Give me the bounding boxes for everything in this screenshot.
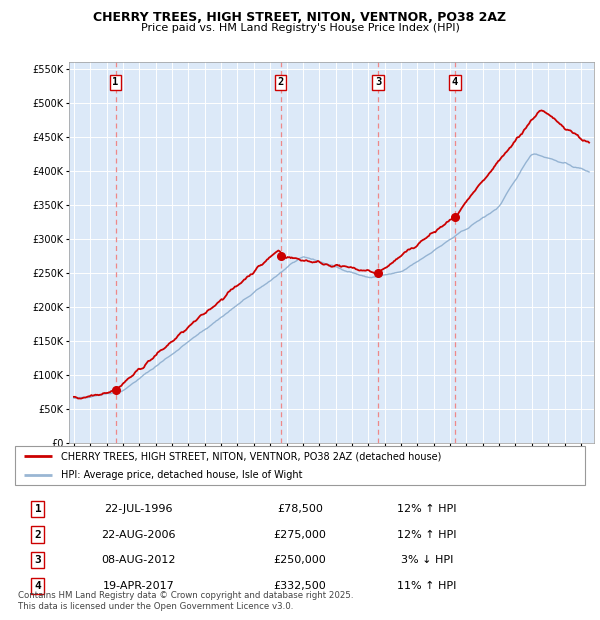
Text: Price paid vs. HM Land Registry's House Price Index (HPI): Price paid vs. HM Land Registry's House …: [140, 23, 460, 33]
Text: 08-AUG-2012: 08-AUG-2012: [101, 555, 176, 565]
Text: £250,000: £250,000: [274, 555, 326, 565]
Text: CHERRY TREES, HIGH STREET, NITON, VENTNOR, PO38 2AZ: CHERRY TREES, HIGH STREET, NITON, VENTNO…: [94, 11, 506, 24]
Text: HPI: Average price, detached house, Isle of Wight: HPI: Average price, detached house, Isle…: [61, 470, 302, 480]
Text: 1: 1: [112, 78, 119, 87]
Text: 3: 3: [375, 78, 381, 87]
Text: Contains HM Land Registry data © Crown copyright and database right 2025.
This d: Contains HM Land Registry data © Crown c…: [18, 591, 353, 611]
Text: 22-JUL-1996: 22-JUL-1996: [104, 504, 173, 514]
Text: CHERRY TREES, HIGH STREET, NITON, VENTNOR, PO38 2AZ (detached house): CHERRY TREES, HIGH STREET, NITON, VENTNO…: [61, 451, 442, 461]
Text: 12% ↑ HPI: 12% ↑ HPI: [397, 504, 457, 514]
Text: £78,500: £78,500: [277, 504, 323, 514]
Text: 22-AUG-2006: 22-AUG-2006: [101, 529, 176, 539]
Text: 19-APR-2017: 19-APR-2017: [103, 581, 175, 591]
Text: 12% ↑ HPI: 12% ↑ HPI: [397, 529, 457, 539]
Text: 3: 3: [35, 555, 41, 565]
Text: £275,000: £275,000: [274, 529, 326, 539]
Text: 1: 1: [35, 504, 41, 514]
Text: 2: 2: [35, 529, 41, 539]
Text: 4: 4: [35, 581, 41, 591]
Text: £332,500: £332,500: [274, 581, 326, 591]
Text: 11% ↑ HPI: 11% ↑ HPI: [397, 581, 457, 591]
Text: 3% ↓ HPI: 3% ↓ HPI: [401, 555, 453, 565]
FancyBboxPatch shape: [15, 446, 585, 485]
Text: 4: 4: [452, 78, 458, 87]
Text: 2: 2: [278, 78, 284, 87]
